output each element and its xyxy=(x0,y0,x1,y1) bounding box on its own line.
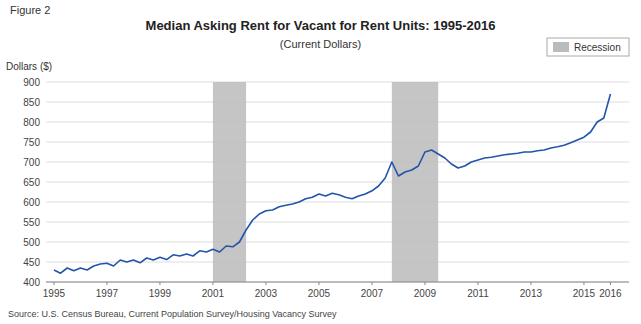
x-tick xyxy=(106,282,107,285)
y-tick-label: 850 xyxy=(23,97,40,108)
x-tick xyxy=(371,282,372,285)
y-tick-label: 450 xyxy=(23,257,40,268)
x-tick xyxy=(530,282,531,285)
source-note: Source: U.S. Census Bureau, Current Popu… xyxy=(8,309,337,319)
x-tick-label: 1999 xyxy=(149,288,172,299)
figure-label: Figure 2 xyxy=(10,4,50,16)
grid-line xyxy=(46,242,629,243)
y-tick-label: 800 xyxy=(23,117,40,128)
y-tick-label: 500 xyxy=(23,237,40,248)
plot-area xyxy=(54,82,611,282)
grid-line xyxy=(46,222,629,223)
legend: Recession xyxy=(547,38,629,56)
grid-line xyxy=(46,122,629,123)
x-tick xyxy=(424,282,425,285)
x-tick-label: 2015 xyxy=(573,288,596,299)
x-tick xyxy=(610,282,611,285)
x-tick-label: 2016 xyxy=(599,288,622,299)
subtitle: (Current Dollars) xyxy=(280,38,361,50)
y-tick-label: 400 xyxy=(23,277,40,288)
y-tick-label: 900 xyxy=(23,77,40,88)
x-tick xyxy=(53,282,54,285)
legend-label: Recession xyxy=(574,42,621,53)
grid-line xyxy=(46,162,629,163)
grid xyxy=(46,82,629,282)
grid-line xyxy=(46,82,629,83)
grid-line xyxy=(46,282,629,283)
x-tick-label: 2007 xyxy=(361,288,384,299)
title: Median Asking Rent for Vacant for Rent U… xyxy=(146,18,496,33)
x-tick xyxy=(265,282,266,285)
legend-swatch xyxy=(553,42,569,52)
x-tick xyxy=(212,282,213,285)
recession-band xyxy=(392,82,438,282)
line xyxy=(54,94,611,273)
x-tick xyxy=(159,282,160,285)
y-tick-label: 550 xyxy=(23,217,40,228)
x-tick xyxy=(477,282,478,285)
legend-box xyxy=(547,38,629,56)
y-tick-label: 750 xyxy=(23,137,40,148)
x-tick-label: 2005 xyxy=(308,288,331,299)
x-tick-label: 2001 xyxy=(202,288,225,299)
x-axis-line xyxy=(46,282,629,283)
y-axis-label: Dollars ($) xyxy=(6,61,52,72)
x-tick-label: 2009 xyxy=(414,288,437,299)
grid-line xyxy=(46,202,629,203)
x-tick-label: 2013 xyxy=(520,288,543,299)
x-tick-label: 2003 xyxy=(255,288,278,299)
grid-line xyxy=(46,182,629,183)
y-tick-label: 700 xyxy=(23,157,40,168)
x-tick-label: 1995 xyxy=(43,288,66,299)
y-tick-label: 600 xyxy=(23,197,40,208)
x-tick-label: 2011 xyxy=(467,288,489,299)
x-tick xyxy=(583,282,584,285)
x-tick-label: 1997 xyxy=(96,288,119,299)
x-tick xyxy=(318,282,319,285)
y-tick-label: 650 xyxy=(23,177,40,188)
grid-line xyxy=(46,142,629,143)
grid-line xyxy=(46,262,629,263)
chart: Figure 2 Median Asking Rent for Vacant fo… xyxy=(0,0,641,324)
grid-line xyxy=(46,102,629,103)
